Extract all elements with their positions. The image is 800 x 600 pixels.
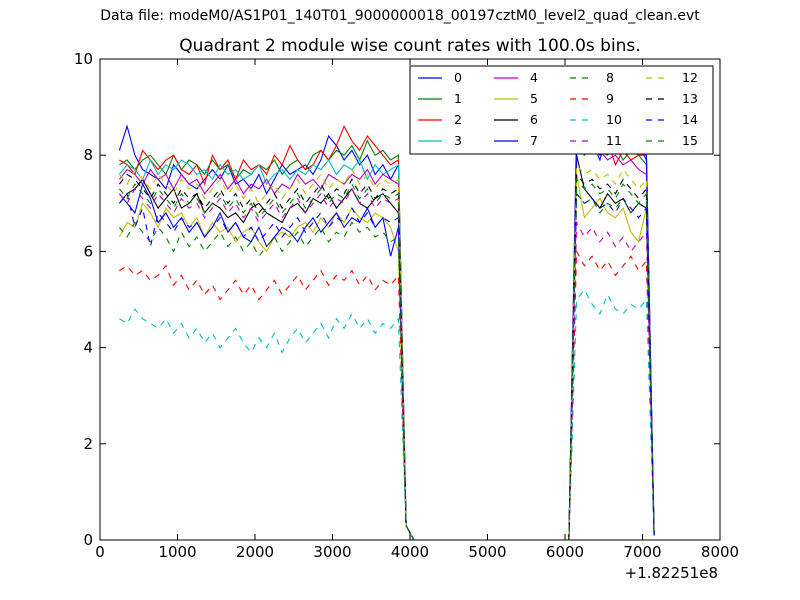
legend-label-12: 12 [682,70,698,85]
x-tick-label: 4000 [391,543,429,561]
y-tick-label: 6 [83,242,93,260]
legend-label-13: 13 [682,91,698,106]
legend-label-5: 5 [530,91,538,106]
series-line-8 [118,192,655,541]
series-line-13 [118,172,655,541]
legend-label-1: 1 [454,91,462,106]
chart-title: Quadrant 2 module wise count rates with … [179,36,641,56]
x-tick-label: 5000 [468,543,506,561]
legend-label-7: 7 [530,133,538,148]
y-tick-label: 0 [83,531,93,549]
legend-label-9: 9 [606,91,614,106]
legend-label-11: 11 [606,133,622,148]
series-line-11 [118,187,655,541]
legend-label-0: 0 [454,70,462,85]
legend-frame [409,65,714,155]
legend-label-8: 8 [606,70,614,85]
x-tick-label: 8000 [701,543,739,561]
legend-label-6: 6 [530,112,538,127]
legend-label-3: 3 [454,133,462,148]
x-axis-offset-label: +1.82251e8 [625,564,718,582]
series-line-14 [118,192,655,541]
x-axis: 0 1000 2000 3000 4000 5000 6000 7000 8000 [95,59,739,561]
series-group [118,97,655,541]
x-tick-label: 7000 [623,543,661,561]
series-line-6 [118,155,655,541]
x-tick-label: 0 [95,543,105,561]
legend-label-10: 10 [606,112,622,127]
y-tick-label: 10 [74,50,93,68]
legend-label-14: 14 [682,112,698,127]
y-tick-label: 8 [83,146,93,164]
x-tick-label: 1000 [158,543,196,561]
series-line-9 [119,249,655,541]
figure-header: Data file: modeM0/AS1P01_140T01_90000000… [0,0,800,60]
series-line-15 [118,177,655,541]
legend-label-4: 4 [530,70,538,85]
legend-label-15: 15 [682,133,698,148]
x-tick-label: 2000 [236,543,274,561]
x-tick-label: 3000 [313,543,351,561]
figure-suptitle: Data file: modeM0/AS1P01_140T01_90000000… [100,8,700,24]
y-tick-label: 2 [83,435,93,453]
y-tick-label: 4 [83,339,93,357]
legend-label-2: 2 [454,112,462,127]
x-tick-label: 6000 [546,543,584,561]
